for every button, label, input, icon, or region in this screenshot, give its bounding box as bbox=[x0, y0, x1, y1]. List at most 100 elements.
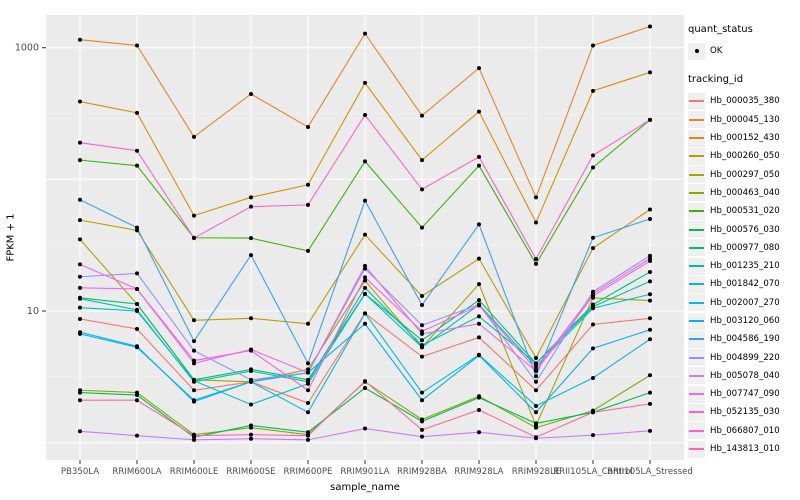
legend-entry-Hb_066807_010: Hb_066807_010 bbox=[688, 422, 800, 440]
data-point bbox=[363, 278, 367, 283]
data-point bbox=[78, 429, 82, 434]
legend-entry-Hb_001235_210: Hb_001235_210 bbox=[688, 257, 800, 275]
data-point bbox=[192, 134, 196, 139]
y-tick-label: 10 bbox=[27, 306, 39, 317]
data-point bbox=[591, 235, 595, 240]
data-point bbox=[363, 426, 367, 431]
data-point bbox=[192, 398, 196, 403]
data-point bbox=[591, 153, 595, 158]
data-point bbox=[477, 109, 481, 114]
data-point bbox=[363, 159, 367, 164]
data-point bbox=[135, 302, 139, 307]
legend: quant_status OK tracking_id Hb_000035_38… bbox=[688, 24, 800, 458]
data-point bbox=[135, 163, 139, 168]
legend-entry-quant-ok: OK bbox=[688, 42, 800, 60]
data-point bbox=[363, 379, 367, 384]
data-point bbox=[249, 377, 253, 382]
legend-line-key-icon bbox=[688, 275, 705, 293]
data-point bbox=[648, 327, 652, 332]
data-point bbox=[363, 275, 367, 280]
legend-label: Hb_052135_030 bbox=[710, 407, 780, 418]
data-point bbox=[591, 246, 595, 251]
data-point bbox=[306, 248, 310, 253]
data-point bbox=[648, 279, 652, 284]
data-point bbox=[192, 378, 196, 383]
legend-label: OK bbox=[710, 46, 723, 57]
legend-entry-Hb_004586_190: Hb_004586_190 bbox=[688, 330, 800, 348]
data-point bbox=[477, 353, 481, 358]
data-point bbox=[420, 329, 424, 334]
legend-entry-Hb_000260_050: Hb_000260_050 bbox=[688, 147, 800, 165]
legend-entry-Hb_000576_030: Hb_000576_030 bbox=[688, 220, 800, 239]
data-point bbox=[477, 154, 481, 159]
data-point bbox=[477, 335, 481, 340]
data-point bbox=[306, 401, 310, 406]
data-point bbox=[591, 346, 595, 351]
data-point bbox=[534, 421, 538, 426]
legend-entry-Hb_005078_040: Hb_005078_040 bbox=[688, 367, 800, 385]
x-tick-label: RRIM600LE bbox=[170, 467, 219, 477]
legend-line-key-icon bbox=[688, 129, 705, 147]
data-point bbox=[534, 435, 538, 440]
data-point bbox=[420, 225, 424, 230]
data-point bbox=[249, 432, 253, 437]
data-point bbox=[135, 309, 139, 313]
data-point bbox=[420, 427, 424, 432]
legend-entry-Hb_143813_010: Hb_143813_010 bbox=[688, 440, 800, 458]
legend-label: Hb_002007_270 bbox=[710, 297, 780, 308]
data-point bbox=[420, 419, 424, 424]
legend-line-key-icon bbox=[688, 330, 705, 348]
data-point bbox=[477, 303, 481, 308]
data-point bbox=[648, 428, 652, 433]
data-point bbox=[648, 373, 652, 378]
legend-line-key-icon bbox=[688, 202, 705, 220]
legend-label: Hb_000260_050 bbox=[710, 151, 780, 162]
legend-line-key-icon bbox=[688, 349, 705, 367]
data-point bbox=[192, 361, 196, 366]
legend-label: Hb_000576_030 bbox=[710, 224, 780, 235]
legend-label: Hb_007747_090 bbox=[710, 389, 780, 400]
x-tick-label: RRIM928LE bbox=[512, 467, 561, 477]
data-point bbox=[306, 124, 310, 129]
data-point bbox=[306, 433, 310, 438]
legend-entry-Hb_052135_030: Hb_052135_030 bbox=[688, 403, 800, 421]
data-point bbox=[420, 113, 424, 118]
legend-label: Hb_004586_190 bbox=[710, 334, 780, 345]
data-point bbox=[249, 402, 253, 407]
x-tick-label: RRIM901LA bbox=[340, 467, 389, 477]
x-tick-label: RRIM600PE bbox=[284, 467, 333, 477]
legend-entry-Hb_000463_040: Hb_000463_040 bbox=[688, 184, 800, 202]
data-point bbox=[363, 232, 367, 237]
data-point bbox=[135, 345, 139, 350]
data-point bbox=[534, 220, 538, 225]
data-point bbox=[363, 321, 367, 326]
data-point bbox=[135, 393, 139, 398]
data-point bbox=[306, 388, 310, 393]
y-axis-title: FPKM + 1 bbox=[5, 213, 17, 262]
legend-entry-Hb_000297_050: Hb_000297_050 bbox=[688, 165, 800, 184]
data-point bbox=[420, 158, 424, 163]
data-point bbox=[648, 316, 652, 321]
legend-label: Hb_000977_080 bbox=[710, 242, 780, 253]
data-point bbox=[591, 165, 595, 170]
data-point bbox=[363, 311, 367, 316]
data-point bbox=[78, 37, 82, 42]
data-point bbox=[534, 261, 538, 266]
data-point bbox=[306, 321, 310, 326]
data-point bbox=[648, 216, 652, 221]
legend-label: Hb_000531_020 bbox=[710, 206, 780, 217]
data-point bbox=[648, 256, 652, 261]
data-point bbox=[477, 256, 481, 261]
legend-entry-Hb_000977_080: Hb_000977_080 bbox=[688, 239, 800, 257]
legend-entry-Hb_003120_060: Hb_003120_060 bbox=[688, 312, 800, 330]
legend-label: Hb_001842_070 bbox=[710, 279, 780, 290]
data-point bbox=[78, 390, 82, 395]
data-point bbox=[78, 316, 82, 321]
data-point bbox=[534, 195, 538, 200]
data-point bbox=[420, 398, 424, 403]
data-point bbox=[192, 388, 196, 393]
data-point bbox=[249, 253, 253, 258]
data-point bbox=[648, 70, 652, 75]
data-point bbox=[420, 345, 424, 350]
legend-label: Hb_143813_010 bbox=[710, 444, 780, 455]
